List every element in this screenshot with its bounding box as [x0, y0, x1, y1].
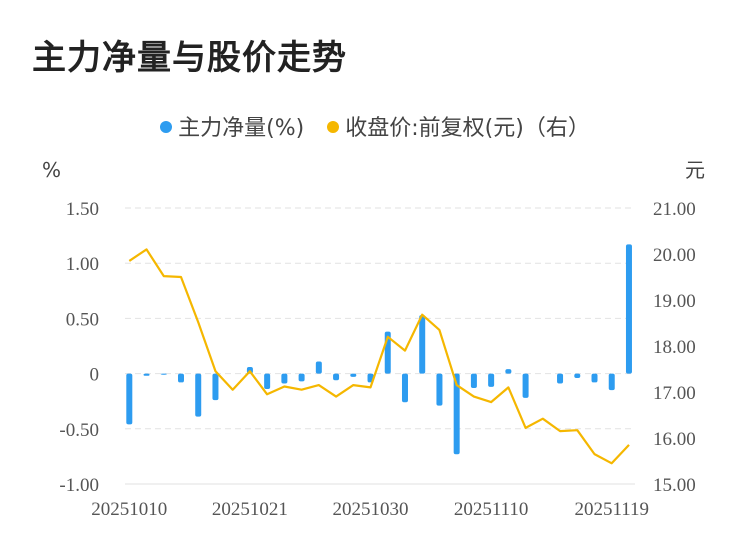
- right-tick-label: 15.00: [653, 475, 696, 496]
- right-tick-label: 21.00: [653, 199, 696, 220]
- left-tick-label: 1.00: [66, 254, 99, 275]
- net-flow-bar[interactable]: [574, 373, 581, 379]
- net-flow-bar[interactable]: [126, 373, 133, 425]
- net-flow-bar[interactable]: [488, 373, 495, 387]
- close-price-line[interactable]: [128, 248, 630, 465]
- chart-title: 主力净量与股价走势: [32, 38, 347, 78]
- net-flow-bar[interactable]: [522, 373, 529, 398]
- bar-series: [126, 244, 632, 455]
- left-axis: 1.50 1.00 0.50 0 -0.50 -1.00: [59, 199, 99, 496]
- net-flow-bar[interactable]: [315, 361, 322, 374]
- legend-item-net-flow[interactable]: 主力净量(%): [160, 110, 304, 142]
- right-tick-label: 17.00: [653, 383, 696, 404]
- net-flow-bar[interactable]: [453, 373, 460, 455]
- right-axis-unit: 元: [685, 158, 705, 182]
- left-tick-label: -0.50: [59, 420, 99, 441]
- x-tick-label: 20251010: [91, 499, 167, 520]
- net-flow-bar[interactable]: [591, 373, 598, 383]
- left-tick-label: -1.00: [59, 475, 99, 496]
- net-flow-bar[interactable]: [195, 373, 202, 417]
- net-flow-bar[interactable]: [281, 373, 288, 384]
- right-tick-label: 18.00: [653, 337, 696, 358]
- net-flow-bar[interactable]: [333, 373, 340, 381]
- net-flow-bar[interactable]: [419, 315, 426, 374]
- left-tick-label: 0: [90, 365, 100, 386]
- net-flow-bar[interactable]: [608, 373, 615, 391]
- net-flow-bar[interactable]: [557, 373, 564, 384]
- grid-lines: [125, 207, 635, 485]
- left-axis-unit: %: [42, 158, 61, 182]
- net-flow-bar[interactable]: [401, 373, 408, 403]
- left-tick-label: 0.50: [66, 309, 99, 330]
- legend-item-close-price[interactable]: 收盘价:前复权(元)（右）: [327, 110, 590, 142]
- net-flow-bar[interactable]: [298, 373, 305, 382]
- net-flow-bar[interactable]: [505, 369, 512, 374]
- left-tick-label: 1.50: [66, 199, 99, 220]
- right-tick-label: 20.00: [653, 245, 696, 266]
- net-flow-bar[interactable]: [143, 373, 150, 376]
- net-flow-bar[interactable]: [436, 373, 443, 406]
- net-flow-bar[interactable]: [177, 373, 184, 383]
- chart-legend: 主力净量(%) 收盘价:前复权(元)（右）: [0, 110, 750, 142]
- line-series: [128, 248, 630, 465]
- x-tick-label: 20251110: [454, 499, 529, 520]
- legend-label-net-flow: 主力净量(%): [178, 116, 305, 141]
- x-axis: 20251010 20251021 20251030 20251110 20251119: [91, 499, 649, 520]
- net-flow-bar[interactable]: [212, 373, 219, 401]
- x-tick-label: 20251119: [574, 499, 649, 520]
- net-flow-bar[interactable]: [160, 373, 167, 375]
- right-tick-label: 16.00: [653, 429, 696, 450]
- right-axis: 21.00 20.00 19.00 18.00 17.00 16.00 15.00: [653, 199, 696, 496]
- net-flow-bar[interactable]: [264, 373, 271, 390]
- legend-dot-net-flow: [160, 121, 173, 133]
- x-tick-label: 20251030: [333, 499, 409, 520]
- legend-dot-close-price: [327, 121, 340, 133]
- x-tick-label: 20251021: [212, 499, 288, 520]
- legend-label-close-price: 收盘价:前复权(元)（右）: [345, 116, 590, 141]
- net-flow-bar[interactable]: [470, 373, 477, 388]
- right-tick-label: 19.00: [653, 291, 696, 312]
- net-flow-bar[interactable]: [625, 244, 632, 374]
- net-flow-bar[interactable]: [350, 373, 357, 377]
